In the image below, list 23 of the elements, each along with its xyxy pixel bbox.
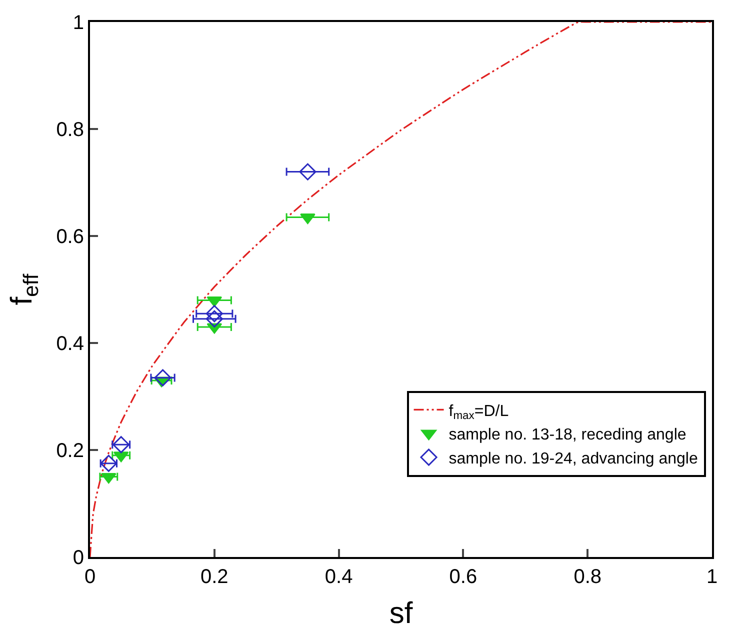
y-tick-label: 0.8 [56,119,84,141]
x-tick-label: 0.2 [200,566,228,588]
legend-label: sample no. 19-24, advancing angle [448,450,698,468]
point [299,163,316,180]
x-tick-label: 1 [706,566,718,588]
legend-label: sample no. 13-18, receding angle [448,426,686,444]
line-series [90,22,712,557]
point [100,454,118,472]
x-tick-label: 0.8 [574,566,602,588]
point [206,305,223,322]
x-tick-label: 0.4 [324,566,353,588]
y-tick-label: 0.6 [56,226,84,248]
point [154,369,172,386]
y-tick-label: 0 [72,547,84,569]
y-tick-label: 1 [72,12,84,34]
point [300,214,316,224]
y-tick-label: 0.2 [56,440,84,462]
point [112,436,130,454]
point [206,310,223,328]
x-axis-title: sf [389,597,414,630]
y-tick-label: 0.4 [56,333,84,355]
legend-label: f$_{max}$=D/L [448,402,509,422]
x-tick-label: 0.6 [449,566,478,588]
